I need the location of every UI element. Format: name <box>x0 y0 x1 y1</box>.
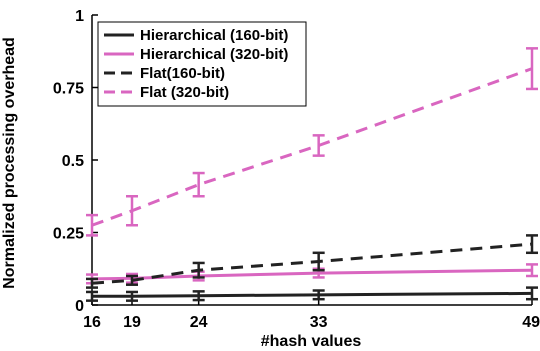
y-tick-label: 0.25 <box>53 226 84 243</box>
y-tick-label: 0.5 <box>62 153 84 170</box>
series-3 <box>86 234 538 289</box>
legend-label: Hierarchical (320-bit) <box>140 46 288 63</box>
x-tick-label: 16 <box>83 314 101 331</box>
legend-label: Flat(160-bit) <box>140 65 225 82</box>
x-tick-label: 19 <box>123 314 141 331</box>
x-tick-label: 24 <box>190 314 208 331</box>
series-line <box>91 242 533 285</box>
x-tick-label: 33 <box>310 314 328 331</box>
series-2 <box>86 263 538 285</box>
series-line <box>92 291 533 298</box>
x-tick-label: 49 <box>522 314 540 331</box>
series-line <box>91 67 533 227</box>
series-4 <box>86 47 538 237</box>
y-tick-label: 0 <box>75 298 84 315</box>
y-tick-label: 1 <box>75 8 84 25</box>
y-axis-label: Normalized processing overhead <box>1 37 18 289</box>
legend: Hierarchical (160-bit) Hierarchical (320-… <box>97 21 307 107</box>
legend-label: Flat (320-bit) <box>140 84 229 101</box>
y-tick-label: 0.75 <box>53 81 84 98</box>
axes: 0 0.25 0.5 0.75 1 16 19 24 33 49 <box>53 8 540 331</box>
series-1 <box>86 286 538 302</box>
x-axis-label: #hash values <box>261 333 362 350</box>
series-layer <box>86 47 538 302</box>
legend-label: Hierarchical (160-bit) <box>140 27 288 44</box>
